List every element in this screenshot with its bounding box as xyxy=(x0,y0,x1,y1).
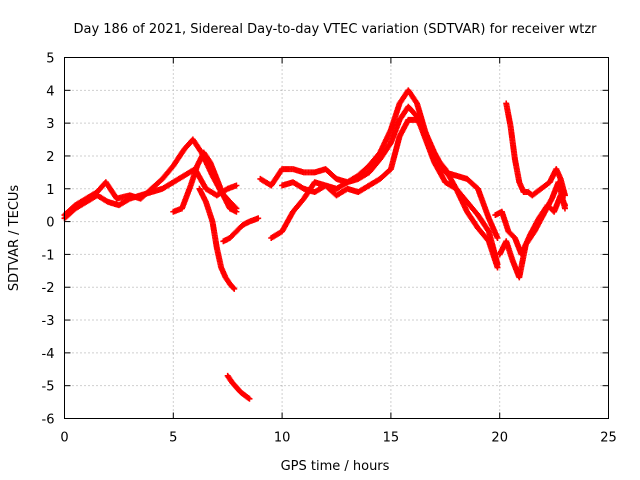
y-tick-label: 4 xyxy=(46,84,54,99)
y-axis-label: SDTVAR / TECUs xyxy=(7,185,22,292)
y-tick-label: -1 xyxy=(42,248,55,263)
series-track-10 xyxy=(503,100,568,199)
series-track-5 xyxy=(224,372,253,402)
y-tick-label: -2 xyxy=(42,281,55,296)
x-axis-label: GPS time / hours xyxy=(281,459,390,474)
y-tick-label: -3 xyxy=(42,314,55,329)
data-point xyxy=(494,264,501,271)
y-tick-label: 0 xyxy=(46,216,54,231)
data-point xyxy=(561,202,568,209)
x-tick-label: 10 xyxy=(274,431,291,446)
data-point xyxy=(246,395,253,402)
y-tick-label: 2 xyxy=(46,150,54,165)
data-point xyxy=(233,182,240,189)
x-tick-label: 20 xyxy=(491,431,508,446)
series-track-12 xyxy=(492,192,568,258)
y-tick-label: -4 xyxy=(42,347,55,362)
data-point xyxy=(230,284,237,291)
y-tick-label: 3 xyxy=(46,117,54,132)
y-tick-label: -6 xyxy=(42,413,55,428)
x-tick-label: 0 xyxy=(60,431,68,446)
chart-title: Day 186 of 2021, Sidereal Day-to-day VTE… xyxy=(73,22,597,37)
series-track-3 xyxy=(170,149,240,215)
axis-ticks: 0 5 10 15 20 25 -6 -5 -4 -3 -2 -1 0 1 2 3 4 5 xyxy=(42,52,617,446)
data-point xyxy=(245,394,252,401)
plot-frame xyxy=(64,57,609,419)
y-tick-label: 5 xyxy=(46,52,54,67)
data-point xyxy=(255,215,262,222)
x-tick-label: 25 xyxy=(600,431,617,446)
y-tick-label: -5 xyxy=(42,380,55,395)
data-point xyxy=(231,285,238,292)
data-point xyxy=(494,235,501,241)
series-track-2 xyxy=(61,136,240,219)
x-tick-label: 5 xyxy=(169,431,177,446)
x-tick-label: 15 xyxy=(383,431,400,446)
data-points xyxy=(61,87,568,402)
series-track-6 xyxy=(220,215,262,245)
y-tick-label: 1 xyxy=(46,183,54,198)
data-point xyxy=(233,208,240,215)
series-track-9 xyxy=(268,116,501,271)
series-track-4 xyxy=(196,185,238,292)
